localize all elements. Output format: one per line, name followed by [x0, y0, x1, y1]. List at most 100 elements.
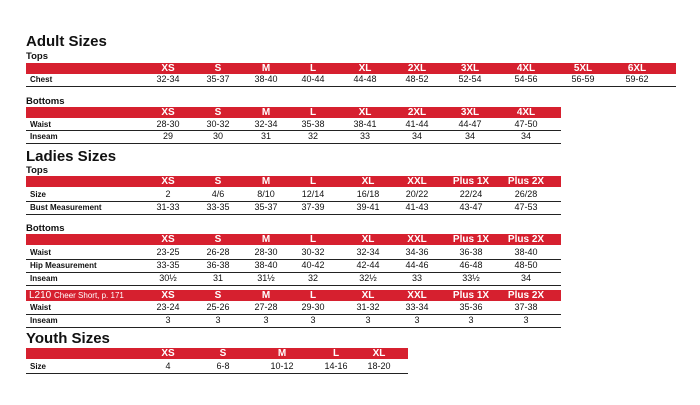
size-header-4xl: 4XL	[516, 107, 536, 118]
cheer-short-note: Cheer Short, p. 171	[54, 291, 124, 300]
row-value: 34	[411, 131, 423, 141]
row-value: 34	[520, 131, 532, 141]
adult-tops-rule	[26, 86, 676, 87]
row-value: 59-62	[625, 74, 649, 84]
row-value: 14-16	[324, 361, 348, 371]
row-value: 32	[307, 273, 319, 283]
size-header-s: S	[219, 348, 227, 359]
row-value: 18-20	[367, 361, 391, 371]
size-header-l: L	[309, 63, 317, 74]
size-header-s: S	[214, 234, 222, 245]
row-value: 23-25	[156, 247, 180, 257]
row-value: 37-39	[301, 202, 325, 212]
row-value: 29	[162, 131, 174, 141]
row-value: 40-44	[301, 74, 325, 84]
size-header-xl: XL	[358, 63, 372, 74]
row-value: 38-40	[254, 260, 278, 270]
adult-bottoms-title: Bottoms	[26, 96, 65, 107]
row-label: Inseam	[30, 274, 58, 283]
row-value: 20/22	[405, 189, 429, 199]
size-header-xs: XS	[161, 176, 175, 187]
size-header-xxl: XXL	[407, 234, 427, 245]
size-header-s: S	[214, 176, 222, 187]
row-value: 38-40	[514, 247, 538, 257]
youth-rule	[26, 373, 408, 374]
row-value: 40-42	[301, 260, 325, 270]
ladies-bottoms-rule-3	[26, 285, 561, 286]
cheer-rule-1	[26, 314, 561, 315]
size-header-m: M	[261, 63, 271, 74]
row-value: 30-32	[301, 247, 325, 257]
ladies-cheer-header: L210 Cheer Short, p. 171 XS S M L XL XXL Plus …	[26, 290, 561, 301]
ladies-tops-title: Tops	[26, 165, 48, 176]
row-value: 33-35	[206, 202, 230, 212]
size-header-plus-2x: Plus 2X	[507, 234, 545, 245]
row-value: 32-34	[254, 119, 278, 129]
row-value: 42-44	[356, 260, 380, 270]
size-header-xl: XL	[361, 290, 375, 301]
size-header-3xl: 3XL	[460, 63, 480, 74]
row-value: 35-37	[206, 74, 230, 84]
size-header-6xl: 6XL	[627, 63, 647, 74]
row-value: 26-28	[206, 247, 230, 257]
row-value: 32-34	[156, 74, 180, 84]
size-header-4xl: 4XL	[516, 63, 536, 74]
row-value: 28-30	[254, 247, 278, 257]
row-value: 4/6	[211, 189, 225, 199]
size-header-xs: XS	[161, 63, 175, 74]
size-header-s: S	[214, 63, 222, 74]
row-value: 41-43	[405, 202, 429, 212]
row-label: Inseam	[30, 316, 58, 325]
ladies-bottoms-rule-2	[26, 272, 561, 273]
row-value: 3	[365, 315, 371, 325]
row-label: Waist	[30, 303, 52, 312]
row-value: 31	[212, 273, 224, 283]
row-value: 30½	[159, 273, 177, 283]
row-value: 35-36	[459, 302, 483, 312]
row-value: 44-48	[353, 74, 377, 84]
size-header-2xl: 2XL	[407, 107, 427, 118]
row-value: 35-37	[254, 202, 278, 212]
row-value: 34	[520, 273, 532, 283]
size-header-xl: XL	[372, 348, 386, 359]
row-value: 34-36	[405, 247, 429, 257]
cheer-rule-2	[26, 327, 561, 328]
row-value: 46-48	[459, 260, 483, 270]
ladies-bottoms-title: Bottoms	[26, 223, 65, 234]
size-header-2xl: 2XL	[407, 63, 427, 74]
row-label: Size	[30, 190, 47, 199]
size-header-l: L	[309, 176, 317, 187]
row-value: 33-34	[405, 302, 429, 312]
ladies-tops-rule-2	[26, 214, 561, 215]
row-value: 47-53	[514, 202, 538, 212]
row-value: 3	[263, 315, 269, 325]
youth-header: XS S M L XL	[26, 348, 408, 359]
adult-bottoms-rule-2	[26, 143, 561, 144]
size-header-xl: XL	[361, 234, 375, 245]
size-header-m: M	[261, 176, 271, 187]
row-value: 29-30	[301, 302, 325, 312]
row-label: Hip Measurement	[30, 261, 97, 270]
size-header-l: L	[309, 290, 317, 301]
ladies-size-row: Size 2 4/6 8/10 12/14 16/18 20/22 22/24 26/28	[26, 189, 561, 200]
row-value: 52-54	[458, 74, 482, 84]
row-value: 31-32	[356, 302, 380, 312]
row-value: 8/10	[257, 189, 275, 199]
size-header-5xl: 5XL	[573, 63, 593, 74]
youth-size-row: Size 4 6-8 10-12 14-16 18-20	[26, 361, 408, 372]
row-label: Chest	[30, 75, 53, 84]
row-value: 30-32	[206, 119, 230, 129]
size-header-plus-1x: Plus 1X	[452, 234, 490, 245]
size-header-m: M	[261, 107, 271, 118]
row-value: 3	[165, 315, 171, 325]
ladies-waist-row: Waist 23-25 26-28 28-30 30-32 32-34 34-36 36-38…	[26, 247, 561, 258]
row-value: 2	[165, 189, 171, 199]
ladies-bottoms-rule-1	[26, 259, 561, 260]
adult-waist-row: Waist 28-30 30-32 32-34 35-38 38-41 41-44 44-47…	[26, 119, 561, 130]
row-value: 35-38	[301, 119, 325, 129]
row-value: 25-26	[206, 302, 230, 312]
size-header-plus-2x: Plus 2X	[507, 176, 545, 187]
size-header-xl: XL	[358, 107, 372, 118]
youth-sizes-title: Youth Sizes	[26, 330, 110, 347]
ladies-bottoms-header: XS S M L XL XXL Plus 1X Plus 2X	[26, 234, 561, 245]
